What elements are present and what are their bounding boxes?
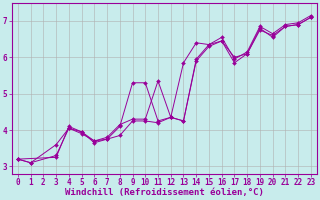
X-axis label: Windchill (Refroidissement éolien,°C): Windchill (Refroidissement éolien,°C) — [65, 188, 264, 197]
